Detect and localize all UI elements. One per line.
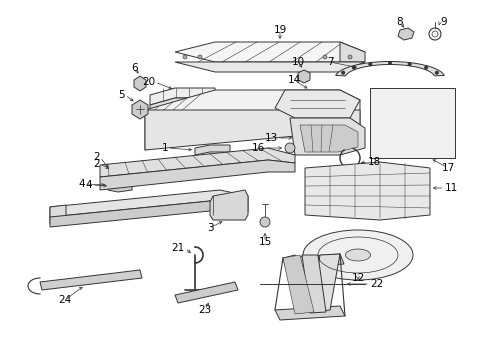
Circle shape bbox=[410, 116, 418, 124]
Text: 17: 17 bbox=[441, 163, 454, 173]
Polygon shape bbox=[209, 190, 247, 220]
Polygon shape bbox=[283, 254, 343, 268]
Text: 1: 1 bbox=[161, 143, 168, 153]
Polygon shape bbox=[195, 145, 229, 155]
Text: 2: 2 bbox=[93, 159, 100, 169]
Text: 9: 9 bbox=[439, 17, 446, 27]
Circle shape bbox=[368, 62, 371, 66]
Circle shape bbox=[407, 62, 410, 66]
Polygon shape bbox=[175, 282, 238, 303]
Polygon shape bbox=[299, 125, 357, 152]
Polygon shape bbox=[50, 190, 247, 217]
Text: 7: 7 bbox=[326, 57, 333, 67]
Text: 22: 22 bbox=[369, 279, 383, 289]
Circle shape bbox=[347, 55, 351, 59]
Text: 11: 11 bbox=[444, 183, 457, 193]
Circle shape bbox=[387, 61, 391, 65]
Text: 6: 6 bbox=[131, 63, 138, 73]
Text: 8: 8 bbox=[396, 17, 403, 27]
Text: 24: 24 bbox=[58, 295, 71, 305]
Text: 19: 19 bbox=[273, 25, 286, 35]
Polygon shape bbox=[309, 254, 339, 312]
Text: 23: 23 bbox=[198, 305, 211, 315]
Polygon shape bbox=[40, 270, 142, 290]
Text: 18: 18 bbox=[367, 157, 381, 167]
Text: 15: 15 bbox=[258, 237, 271, 247]
Circle shape bbox=[434, 71, 438, 75]
Ellipse shape bbox=[345, 249, 370, 261]
Polygon shape bbox=[289, 118, 364, 155]
Text: 10: 10 bbox=[291, 57, 304, 67]
Circle shape bbox=[198, 55, 202, 59]
Polygon shape bbox=[335, 62, 444, 76]
Circle shape bbox=[341, 71, 344, 75]
Text: 3: 3 bbox=[206, 223, 213, 233]
Text: 20: 20 bbox=[142, 77, 155, 87]
Text: 5: 5 bbox=[118, 90, 125, 100]
Text: 4: 4 bbox=[78, 179, 85, 189]
Polygon shape bbox=[134, 76, 146, 91]
Polygon shape bbox=[274, 306, 345, 320]
Polygon shape bbox=[145, 110, 359, 150]
Polygon shape bbox=[297, 70, 309, 83]
Polygon shape bbox=[145, 90, 359, 150]
Circle shape bbox=[351, 66, 355, 69]
Circle shape bbox=[402, 31, 408, 37]
Text: 4: 4 bbox=[85, 180, 92, 190]
Polygon shape bbox=[302, 255, 325, 313]
Polygon shape bbox=[175, 42, 364, 62]
Ellipse shape bbox=[303, 230, 412, 280]
Polygon shape bbox=[50, 200, 247, 227]
Text: 2: 2 bbox=[93, 152, 100, 162]
Circle shape bbox=[285, 143, 294, 153]
Text: 13: 13 bbox=[264, 133, 278, 143]
Polygon shape bbox=[108, 168, 130, 180]
Polygon shape bbox=[150, 88, 215, 105]
Text: 21: 21 bbox=[171, 243, 184, 253]
Polygon shape bbox=[305, 162, 429, 220]
Polygon shape bbox=[283, 255, 313, 314]
Circle shape bbox=[424, 66, 427, 69]
Text: 14: 14 bbox=[287, 75, 300, 85]
Polygon shape bbox=[100, 160, 294, 190]
Circle shape bbox=[183, 55, 186, 59]
Polygon shape bbox=[175, 62, 364, 72]
Polygon shape bbox=[100, 148, 294, 177]
Polygon shape bbox=[397, 28, 413, 40]
Polygon shape bbox=[274, 90, 359, 118]
Polygon shape bbox=[339, 42, 364, 62]
Polygon shape bbox=[132, 100, 148, 119]
Polygon shape bbox=[369, 88, 454, 158]
Polygon shape bbox=[150, 98, 215, 115]
Polygon shape bbox=[50, 205, 66, 224]
Text: 12: 12 bbox=[351, 273, 364, 283]
Text: 16: 16 bbox=[251, 143, 264, 153]
Circle shape bbox=[260, 217, 269, 227]
Polygon shape bbox=[108, 180, 132, 192]
Polygon shape bbox=[283, 255, 309, 313]
Circle shape bbox=[323, 55, 326, 59]
